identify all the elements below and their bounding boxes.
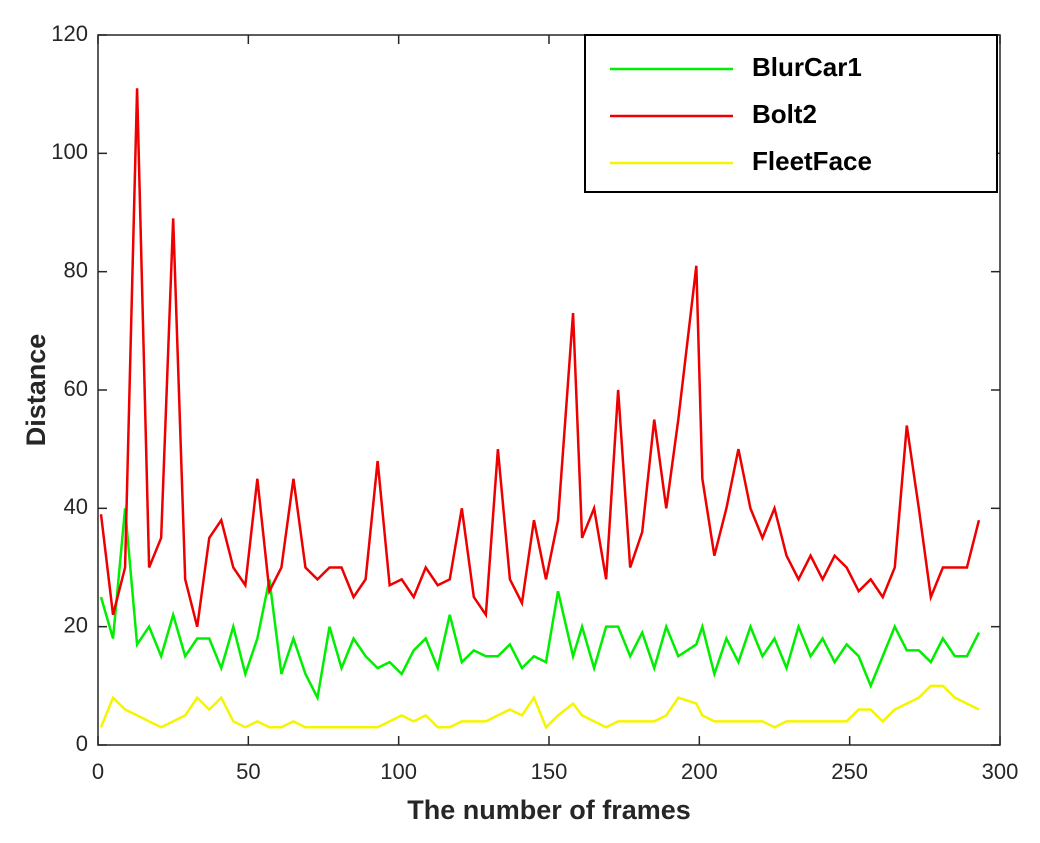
plot-frame: [97, 34, 1001, 746]
x-tick-label: 250: [831, 759, 868, 784]
y-tick-label: 40: [64, 494, 88, 519]
x-axis-label: The number of frames: [407, 795, 691, 825]
x-tick-label: 100: [380, 759, 417, 784]
x-tick-label: 150: [531, 759, 568, 784]
legend-label: Bolt2: [752, 99, 817, 129]
x-tick-label: 50: [236, 759, 260, 784]
series-line: [99, 508, 981, 702]
y-tick-label: 80: [64, 257, 88, 282]
y-tick-label: 20: [64, 612, 88, 637]
legend-label: BlurCar1: [752, 52, 862, 82]
series-line: [99, 88, 981, 627]
y-tick-label: 100: [51, 139, 88, 164]
x-tick-label: 200: [681, 759, 718, 784]
legend-label: FleetFace: [752, 146, 872, 176]
series-line: [99, 684, 980, 730]
x-tick-label: 300: [982, 759, 1019, 784]
y-axis-label: Distance: [21, 334, 51, 447]
y-tick-label: 0: [76, 731, 88, 756]
x-tick-label: 0: [92, 759, 104, 784]
y-tick-label: 120: [51, 21, 88, 46]
y-tick-label: 60: [64, 376, 88, 401]
legend-box: [584, 34, 998, 193]
